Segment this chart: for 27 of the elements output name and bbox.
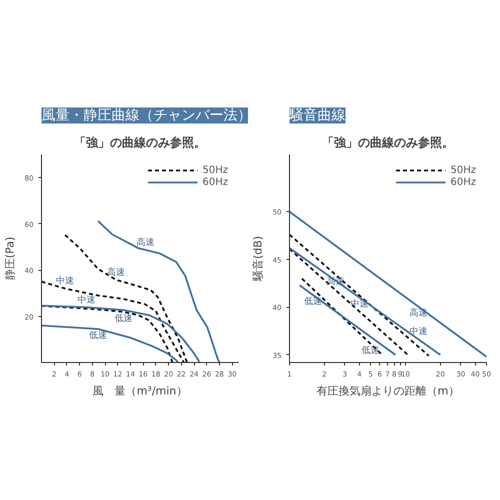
- legend-label: 60Hz: [202, 176, 228, 188]
- line-series: [42, 324, 180, 362]
- annotation: 中速: [78, 294, 96, 306]
- annotation: 中速: [350, 298, 368, 310]
- line-series: [42, 304, 200, 362]
- line-series: [42, 304, 174, 362]
- x-axis-title: 有圧換気扇よりの距離（m）: [316, 384, 460, 398]
- x-axis-title: 風 量（m³/min）: [92, 384, 188, 398]
- legend-label: 60Hz: [450, 176, 476, 188]
- annotation: 中速: [409, 326, 428, 338]
- chart-subtitle: 「強」の曲線のみ参照。: [322, 136, 454, 150]
- annotation: 高速: [106, 266, 125, 278]
- chart-title: 騒音曲線: [288, 108, 346, 124]
- line-series: [97, 220, 220, 362]
- legend-label: 50Hz: [450, 164, 476, 176]
- annotation: 低速: [304, 296, 322, 308]
- chart-subtitle: 「強」の曲線のみ参照。: [74, 136, 206, 150]
- annotation: 低速: [89, 330, 108, 341]
- legend-label: 50Hz: [202, 164, 228, 176]
- annotation: 低速: [114, 312, 132, 324]
- annotation: 高速: [136, 236, 155, 248]
- y-axis-title: 静圧(Pa): [4, 236, 17, 280]
- y-axis-title: 騒音(dB): [252, 236, 265, 282]
- chart-title: 風量・静圧曲線（チャンバー法）: [42, 108, 252, 124]
- annotation: 高速: [409, 308, 428, 319]
- annotation: 中速: [56, 276, 74, 287]
- annotation: 低速: [362, 344, 380, 356]
